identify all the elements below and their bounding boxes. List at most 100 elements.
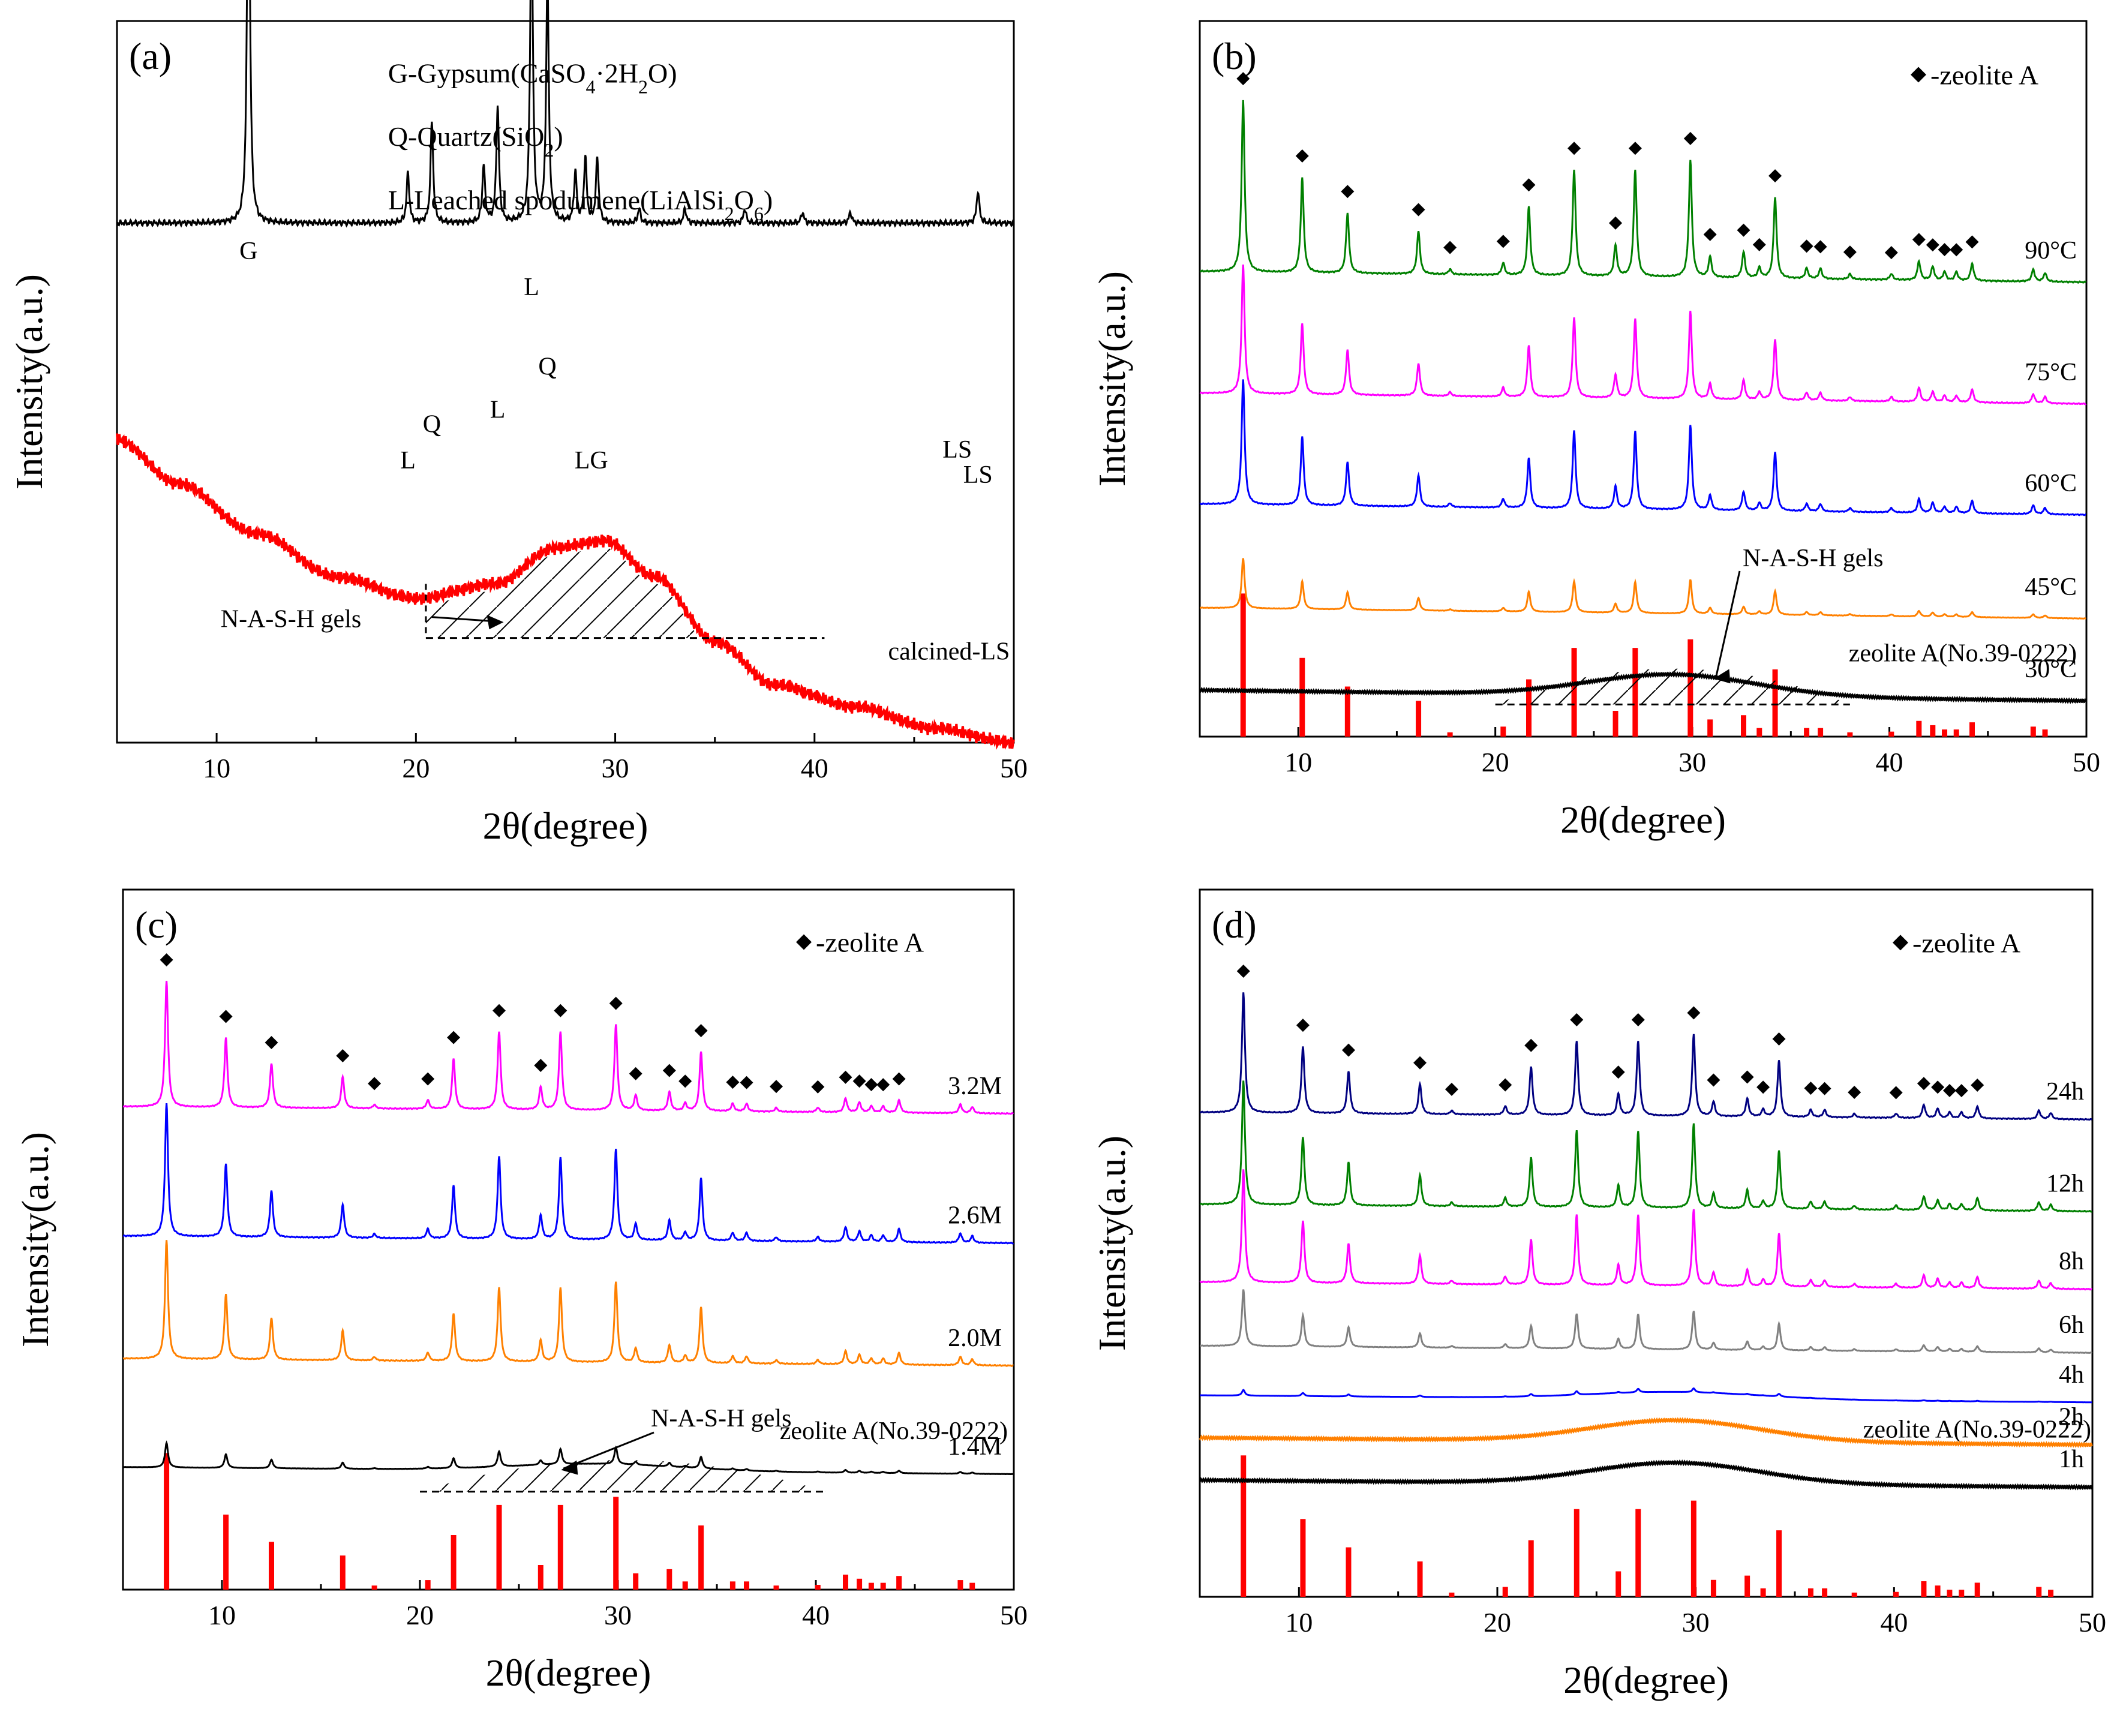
- curve-label: 75°C: [2025, 359, 2077, 386]
- series-LS: [116, 0, 1014, 228]
- nash-arrowhead: [561, 1460, 578, 1475]
- zeolite-marker: [1687, 1006, 1701, 1020]
- x-tick-label: 50: [2079, 1607, 2106, 1638]
- zeolite-marker: [1341, 185, 1355, 199]
- x-axis-label: 2θ(degree): [486, 1651, 651, 1694]
- x-tick-label: 10: [203, 753, 230, 783]
- x-tick-label: 10: [1284, 747, 1312, 777]
- zeolite-marker: [160, 953, 173, 967]
- curve-label: 2.0M: [948, 1324, 1002, 1352]
- series-6h: [1200, 1289, 2092, 1354]
- x-axis-label: 2θ(degree): [1560, 798, 1726, 841]
- y-axis-label: Intensity(a.u.): [1091, 271, 1133, 486]
- panel-a: 10 20 30 40 50 2θ(degree) Intensity(a.u.) (a) N-…: [8, 0, 1028, 847]
- series-75C: [1199, 264, 2087, 406]
- zeolite-marker: [1965, 235, 1979, 249]
- series-45C: [1200, 558, 2086, 620]
- zeolite-marker: [1848, 1085, 1861, 1099]
- curve-label: 60°C: [2025, 470, 2077, 497]
- zeolite-marker: [1609, 216, 1623, 230]
- nash-label: N-A-S-H gels: [651, 1405, 791, 1432]
- curve-label: 3.2M: [948, 1073, 1002, 1100]
- zeolite-marker: [1942, 1083, 1956, 1097]
- plot-frame: [1199, 20, 2088, 738]
- nash-arrow: [431, 616, 496, 623]
- zeolite-marker: [534, 1059, 548, 1073]
- zeolite-marker: [219, 1010, 233, 1023]
- zeolite-marker: [1768, 169, 1782, 183]
- nash-label: N-A-S-H gels: [1743, 545, 1883, 572]
- legend-label: -zeolite A: [816, 927, 924, 958]
- zeolite-marker: [662, 1064, 676, 1077]
- nash-hatch-region: [1495, 668, 1850, 705]
- zeolite-marker: [852, 1074, 866, 1088]
- zeolite-marker: [1570, 1013, 1584, 1027]
- y-axis-label: Intensity(a.u.): [1091, 1136, 1133, 1351]
- zeolite-marker: [1683, 131, 1697, 145]
- zeolite-marker: [740, 1076, 753, 1089]
- curve-label-LS: LS: [942, 436, 972, 464]
- zeolite-marker: [1740, 1070, 1754, 1084]
- curve-label: 1.4M: [948, 1433, 1002, 1461]
- curve-label: 24h: [2046, 1078, 2084, 1106]
- panel-b: 10 20 30 40 50 2θ(degree) Intensity(a.u.) (b) ze…: [1091, 20, 2100, 841]
- zeolite-marker: [1707, 1073, 1720, 1087]
- peak-label: Q: [538, 353, 556, 380]
- zeolite-marker: [1954, 1084, 1968, 1098]
- nash-arrowhead: [1713, 669, 1731, 684]
- zeolite-marker: [447, 1031, 461, 1044]
- plot-frame: [122, 888, 1015, 1591]
- zeolite-marker: [1236, 72, 1250, 86]
- peak-label: Q: [423, 411, 441, 438]
- curve-label: 2h: [2059, 1404, 2084, 1431]
- reference-label: zeolite A(No.39-0222): [1863, 1416, 2091, 1444]
- reference-label: zeolite A(No.39-0222): [1849, 640, 2077, 668]
- curve-label: 8h: [2059, 1248, 2084, 1275]
- series-calcined-LS: [116, 433, 1015, 750]
- zeolite-marker: [554, 1004, 567, 1017]
- zeolite-marker: [1342, 1043, 1355, 1057]
- zeolite-marker: [1938, 243, 1951, 257]
- zeolite-marker: [1804, 1082, 1818, 1095]
- zeolite-marker: [1295, 149, 1309, 163]
- zeolite-marker: [1628, 142, 1642, 155]
- panel-c: 10 20 30 40 50 2θ(degree) Intensity(a.u.) (c) ze…: [14, 888, 1028, 1694]
- zeolite-marker: [1737, 223, 1750, 237]
- peak-label: L: [400, 447, 416, 474]
- curve-label: 6h: [2059, 1311, 2084, 1339]
- phase-legend-entry: Q-Quartz(SiO2): [388, 121, 563, 161]
- x-tick-label: 30: [602, 753, 629, 783]
- x-tick-label: 20: [1484, 1607, 1511, 1638]
- zeolite-marker: [1889, 1086, 1903, 1100]
- zeolite-marker: [1413, 1056, 1427, 1070]
- x-tick-label: 40: [1880, 1607, 1908, 1638]
- curve-label: 30°C: [2025, 656, 2077, 683]
- x-tick-label: 30: [1678, 747, 1706, 777]
- zeolite-marker: [1884, 246, 1898, 260]
- zeolite-marker: [368, 1077, 382, 1091]
- reference-label: zeolite A(No.39-0222): [780, 1417, 1008, 1445]
- zeolite-marker: [770, 1080, 783, 1094]
- panel-label: (c): [135, 903, 178, 946]
- curve-label-calcined-LS: calcined-LS: [888, 638, 1010, 666]
- x-tick-label: 20: [1482, 747, 1509, 777]
- zeolite-marker: [1522, 178, 1536, 192]
- curve-label: 45°C: [2025, 573, 2077, 601]
- zeolite-marker: [629, 1067, 642, 1080]
- zeolite-marker: [1496, 235, 1510, 248]
- panel-d: 10 20 30 40 50 2θ(degree) Intensity(a.u.) (d) ze…: [1091, 888, 2106, 1701]
- x-tick-label: 50: [2073, 747, 2100, 777]
- zeolite-marker: [1971, 1078, 1984, 1092]
- zeolite-marker: [1926, 238, 1939, 252]
- series-1h: [1199, 1459, 2093, 1491]
- plot-frame: [1199, 888, 2094, 1598]
- zeolite-marker: [421, 1072, 435, 1086]
- zeolite-marker: [1703, 227, 1717, 241]
- legend-label: -zeolite A: [1912, 927, 2020, 958]
- zeolite-marker: [336, 1049, 350, 1063]
- x-tick-label: 20: [406, 1600, 434, 1630]
- series-90C: [1199, 100, 2087, 284]
- zeolite-marker: [1443, 241, 1457, 254]
- x-axis-label: 2θ(degree): [483, 804, 648, 847]
